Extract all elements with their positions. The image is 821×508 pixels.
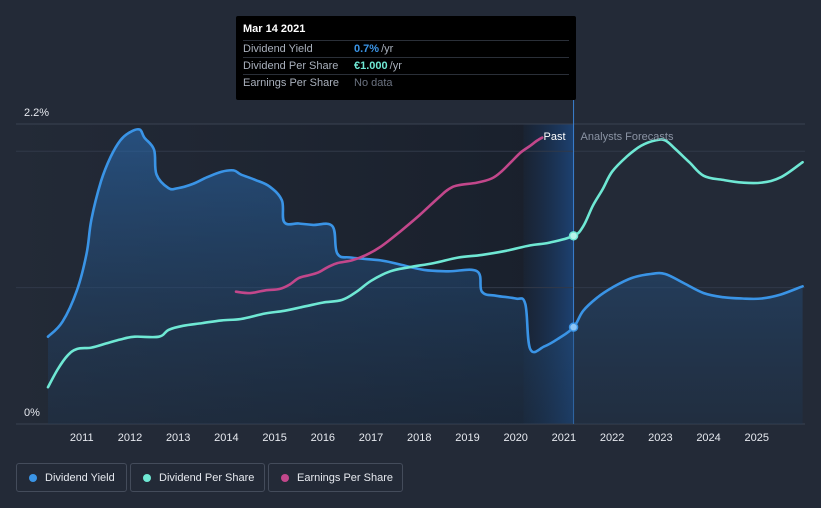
- legend-dot-icon: [281, 473, 289, 482]
- tooltip-row-dividend-per-share: Dividend Per Share €1.000/yr: [243, 57, 569, 75]
- dividend-yield-marker: [568, 322, 579, 332]
- tooltip: Mar 14 2021 Dividend Yield 0.7%/yr Divid…: [236, 16, 576, 100]
- x-tick-label: 2017: [359, 432, 383, 444]
- tooltip-row-earnings-per-share: Earnings Per Share No data: [243, 74, 569, 92]
- legend-dot-icon: [143, 473, 151, 482]
- x-tick-label: 2013: [166, 432, 190, 444]
- legend-label: Dividend Yield: [45, 471, 115, 484]
- tooltip-label: Dividend Per Share: [243, 60, 339, 72]
- x-tick-label: 2022: [600, 432, 624, 444]
- x-tick-label: 2011: [70, 432, 94, 444]
- dividend-yield-line: [46, 127, 804, 354]
- legend-dividend-per-share[interactable]: Dividend Per Share: [130, 463, 265, 492]
- legend-dot-icon: [29, 473, 37, 482]
- dividend-per-share-line: [46, 138, 804, 389]
- dividend-per-share-marker: [568, 231, 579, 241]
- x-tick-label: 2023: [648, 432, 672, 444]
- tooltip-label: Dividend Yield: [243, 43, 313, 55]
- forecast-label: Analysts Forecasts: [581, 131, 674, 143]
- x-tick-label: 2019: [455, 432, 479, 444]
- tooltip-value: €1.000/yr: [354, 60, 402, 72]
- legend-dividend-yield[interactable]: Dividend Yield: [16, 463, 127, 492]
- x-tick-label: 2012: [118, 432, 142, 444]
- legend-earnings-per-share[interactable]: Earnings Per Share: [268, 463, 403, 492]
- x-tick-label: 2020: [503, 432, 527, 444]
- legend-label: Dividend Per Share: [159, 471, 255, 484]
- tooltip-date: Mar 14 2021: [243, 23, 306, 35]
- y-axis-top-label: 2.2%: [24, 107, 49, 119]
- x-tick-label: 2024: [696, 432, 720, 444]
- chart-svg: 2.2% 0% 2011 2012 2013 2014 2015 2016 2017 2018 20…: [16, 100, 805, 444]
- legend-label: Earnings Per Share: [297, 471, 393, 484]
- x-tick-label: 2018: [407, 432, 431, 444]
- x-tick-label: 2021: [552, 432, 576, 444]
- y-axis-bottom-label: 0%: [24, 407, 40, 419]
- x-tick-label: 2025: [745, 432, 769, 444]
- tooltip-value: 0.7%/yr: [354, 43, 394, 55]
- past-label: Past: [544, 131, 566, 143]
- x-tick-label: 2014: [214, 432, 238, 444]
- earnings-per-share-line: [234, 136, 544, 295]
- tooltip-value: No data: [354, 77, 393, 89]
- x-tick-label: 2016: [311, 432, 335, 444]
- dividend-yield-area: [48, 129, 803, 424]
- tooltip-row-dividend-yield: Dividend Yield 0.7%/yr: [243, 40, 569, 58]
- tooltip-label: Earnings Per Share: [243, 77, 339, 89]
- x-tick-label: 2015: [262, 432, 286, 444]
